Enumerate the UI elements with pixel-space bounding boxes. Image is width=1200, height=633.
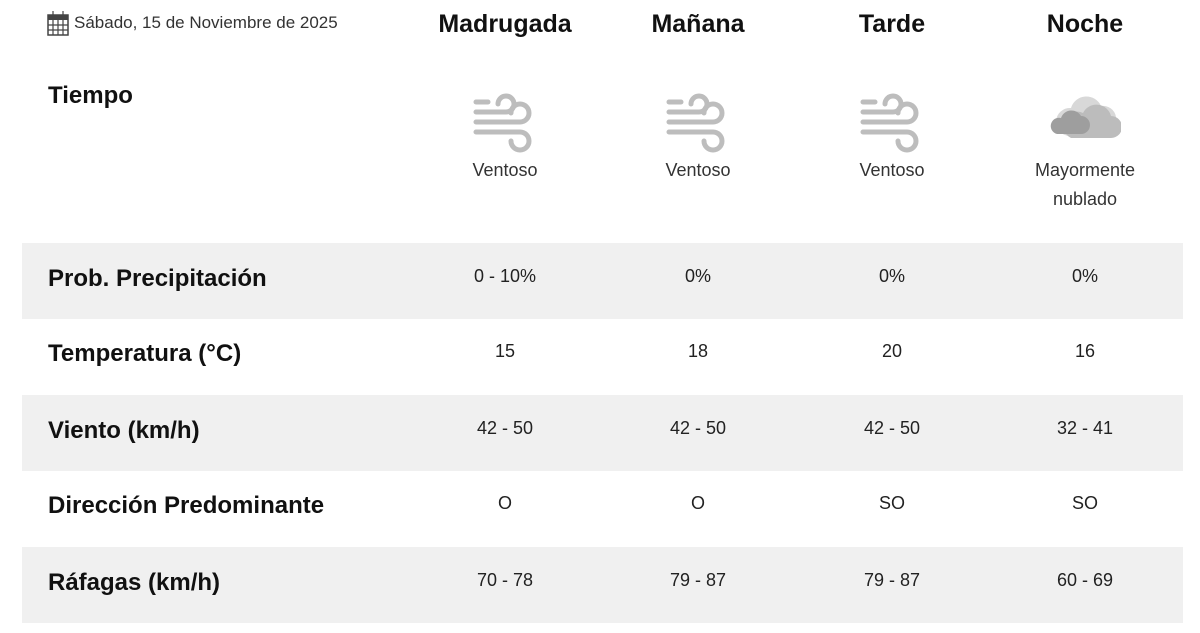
row-value: 42 - 50 (669, 418, 727, 438)
row-value: 79 - 87 (863, 570, 921, 590)
row-value: 79 - 87 (669, 570, 727, 590)
table-row: Viento (km/h) 42 - 50 42 - 50 42 - 50 32 - 4… (22, 395, 1183, 471)
row-value: 42 - 50 (476, 418, 534, 438)
weather-cell: Mayormente nublado (990, 82, 1180, 214)
row-label: Ráfagas (km/h) (48, 569, 221, 596)
weather-description: Mayormente nublado (1034, 160, 1136, 209)
row-value: 0% (1071, 266, 1098, 286)
row-value: 0 - 10% (473, 266, 537, 286)
row-value: 15 (494, 341, 516, 361)
table-row: Ráfagas (km/h) 70 - 78 79 - 87 79 - 87 60 - … (22, 547, 1183, 623)
row-value: SO (878, 493, 905, 513)
row-value: 32 - 41 (1056, 418, 1114, 438)
row-value: 16 (1074, 341, 1096, 361)
row-label: Prob. Precipitación (48, 265, 267, 292)
period-header: Tarde (858, 10, 926, 38)
mostly-cloudy-icon (990, 82, 1180, 158)
row-value: 70 - 78 (476, 570, 534, 590)
row-label: Viento (km/h) (48, 417, 200, 444)
table-row: Temperatura (°C) 15 18 20 16 (22, 318, 1183, 394)
wind-icon (603, 82, 793, 158)
table-row: Prob. Precipitación 0 - 10% 0% 0% 0% (22, 243, 1183, 319)
row-label: Dirección Predominante (48, 492, 325, 519)
weather-label: Tiempo (48, 82, 133, 109)
weather-cell: Ventoso (603, 82, 793, 185)
row-value: O (690, 493, 705, 513)
period-header: Mañana (651, 10, 745, 38)
row-value: O (497, 493, 512, 513)
wind-icon (797, 82, 987, 158)
weather-cell: Ventoso (410, 82, 600, 185)
row-value: 20 (881, 341, 903, 361)
weather-cell: Ventoso (797, 82, 987, 185)
wind-icon (410, 82, 600, 158)
table-row: Dirección Predominante O O SO SO (22, 470, 1183, 546)
weather-description: Ventoso (665, 160, 731, 180)
date-header: Sábado, 15 de Noviembre de 2025 (47, 8, 338, 38)
date-text: Sábado, 15 de Noviembre de 2025 (74, 13, 338, 32)
weather-description: Ventoso (859, 160, 925, 180)
row-value: 0% (878, 266, 905, 286)
row-value: 18 (687, 341, 709, 361)
period-header: Noche (1046, 10, 1124, 38)
row-value: 42 - 50 (863, 418, 921, 438)
row-label: Temperatura (°C) (48, 340, 242, 367)
row-value: 60 - 69 (1056, 570, 1114, 590)
weather-description: Ventoso (472, 160, 538, 180)
row-value: SO (1071, 493, 1098, 513)
calendar-icon (47, 11, 69, 36)
period-header: Madrugada (438, 10, 572, 38)
row-value: 0% (684, 266, 711, 286)
